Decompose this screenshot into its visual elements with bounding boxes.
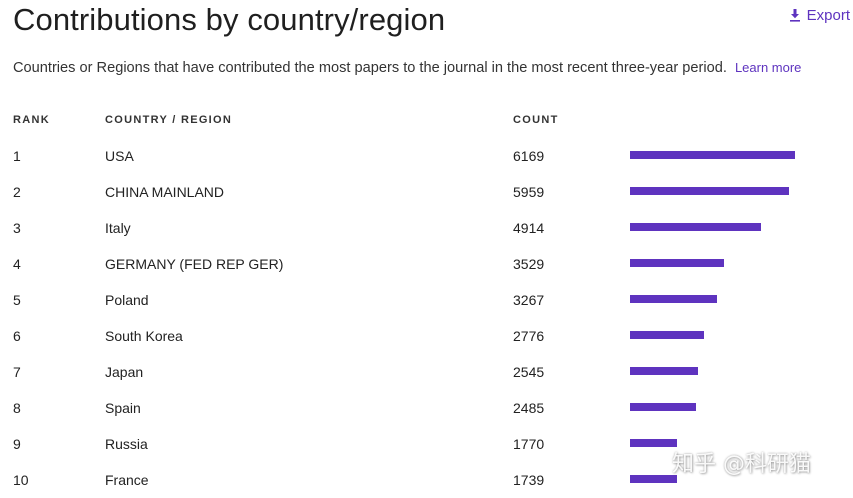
table-body: 1 USA 6169 2 CHINA MAINLAND 5959 3 Italy 4914 4 GE…: [0, 138, 853, 498]
export-label: Export: [806, 7, 850, 24]
rank-cell: 10: [13, 472, 29, 488]
description-text: Countries or Regions that have contribut…: [13, 60, 727, 76]
column-header-rank: RANK: [13, 114, 50, 126]
count-cell: 1739: [513, 472, 545, 488]
country-cell: GERMANY (FED REP GER): [105, 256, 284, 272]
table-row: 5 Poland 3267: [0, 282, 853, 318]
country-cell: Japan: [105, 364, 144, 380]
count-bar: [630, 331, 704, 339]
table-row: 10 France 1739: [0, 462, 853, 498]
table-header: RANK COUNTRY / REGION COUNT: [0, 114, 853, 128]
count-cell: 2545: [513, 364, 545, 380]
rank-cell: 8: [13, 400, 21, 416]
table-row: 4 GERMANY (FED REP GER) 3529: [0, 246, 853, 282]
table-row: 6 South Korea 2776: [0, 318, 853, 354]
table-row: 9 Russia 1770: [0, 426, 853, 462]
country-cell: USA: [105, 148, 134, 164]
country-cell: Poland: [105, 292, 149, 308]
rank-cell: 9: [13, 436, 21, 452]
count-bar: [630, 259, 724, 267]
count-cell: 5959: [513, 184, 545, 200]
page-description: Countries or Regions that have contribut…: [13, 60, 801, 76]
count-bar: [630, 475, 677, 483]
download-icon: [789, 9, 801, 22]
table-row: 7 Japan 2545: [0, 354, 853, 390]
table-row: 8 Spain 2485: [0, 390, 853, 426]
rank-cell: 7: [13, 364, 21, 380]
count-bar: [630, 151, 795, 159]
count-cell: 6169: [513, 148, 545, 164]
country-cell: Russia: [105, 436, 148, 452]
table-row: 3 Italy 4914: [0, 210, 853, 246]
count-bar: [630, 187, 789, 195]
count-bar: [630, 367, 698, 375]
country-cell: Italy: [105, 220, 131, 236]
count-cell: 4914: [513, 220, 545, 236]
country-cell: CHINA MAINLAND: [105, 184, 225, 200]
rank-cell: 6: [13, 328, 21, 344]
learn-more-link[interactable]: Learn more: [734, 60, 802, 75]
rank-cell: 4: [13, 256, 21, 272]
count-bar: [630, 403, 696, 411]
table-row: 2 CHINA MAINLAND 5959: [0, 174, 853, 210]
watermark-text: 知乎 @科研猫: [672, 452, 811, 477]
rank-cell: 1: [13, 148, 21, 164]
column-header-country: COUNTRY / REGION: [105, 114, 233, 126]
country-cell: Spain: [105, 400, 141, 416]
count-bar: [630, 295, 717, 303]
country-cell: France: [105, 472, 149, 488]
rank-cell: 2: [13, 184, 21, 200]
rank-cell: 5: [13, 292, 21, 308]
count-cell: 2776: [513, 328, 545, 344]
count-cell: 2485: [513, 400, 545, 416]
count-bar: [630, 439, 677, 447]
count-cell: 3529: [513, 256, 545, 272]
count-cell: 3267: [513, 292, 545, 308]
count-bar: [630, 223, 761, 231]
page-title: Contributions by country/region: [13, 2, 446, 37]
export-button[interactable]: Export: [789, 7, 850, 24]
column-header-count: COUNT: [513, 114, 559, 126]
country-cell: South Korea: [105, 328, 183, 344]
table-row: 1 USA 6169: [0, 138, 853, 174]
count-cell: 1770: [513, 436, 545, 452]
rank-cell: 3: [13, 220, 21, 236]
